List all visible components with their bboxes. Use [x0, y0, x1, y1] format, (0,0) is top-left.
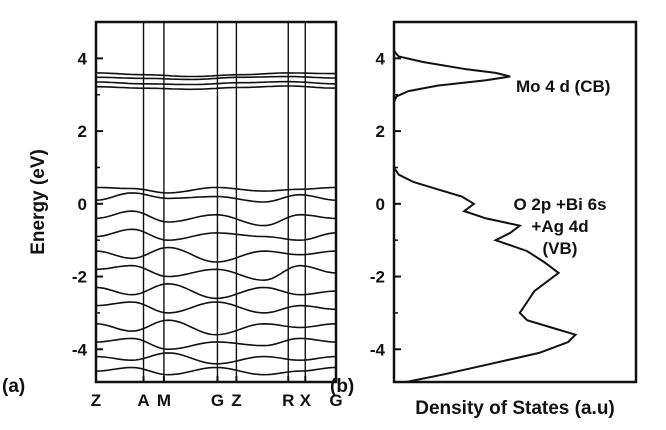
band-line: [95, 366, 337, 376]
band-line: [95, 192, 337, 203]
y-tick-label: 2: [78, 122, 87, 141]
band-line: [96, 186, 336, 194]
dos-curve: [393, 22, 578, 383]
k-point-label: G: [211, 391, 224, 410]
band-line: [95, 264, 337, 282]
band-lines: [95, 72, 337, 376]
k-point-label: G: [329, 391, 342, 410]
dos-plot-frame: [392, 20, 638, 384]
band-line: [95, 228, 337, 242]
band-structure-plot-frame: [94, 20, 338, 384]
band-structure-y-ticks: -4 -2 0 2 4: [72, 21, 103, 359]
y-tick-label: -2: [72, 268, 87, 287]
dos-panel: -4 -2 0 2 4 Density of States (a.u) (b) Mo 4…: [330, 20, 638, 419]
annotation-valence-band-line2: +Ag 4d: [531, 217, 588, 236]
band-line: [96, 75, 336, 81]
y-tick-label: -4: [370, 340, 386, 359]
band-line: [95, 210, 337, 227]
band-line: [96, 72, 336, 78]
band-line: [95, 282, 337, 300]
band-line: [95, 319, 337, 336]
dos-x-axis-label: Density of States (a.u): [415, 398, 615, 419]
band-line: [95, 301, 337, 314]
k-point-label: X: [300, 391, 312, 410]
panel-label-a: (a): [2, 376, 25, 397]
annotation-valence-band-line1: O 2p +Bi 6s: [513, 195, 606, 214]
y-tick-label: 4: [78, 49, 88, 68]
band-line: [95, 85, 337, 91]
y-tick-label: -4: [72, 340, 88, 359]
panel-label-b: (b): [330, 376, 354, 397]
k-point-label: M: [157, 391, 171, 410]
band-line: [95, 337, 337, 351]
band-line: [96, 80, 336, 86]
y-tick-label: 0: [376, 195, 385, 214]
k-point-label: Z: [231, 391, 241, 410]
annotation-conduction-band: Mo 4 d (CB): [516, 77, 610, 96]
band-line: [95, 352, 337, 365]
band-line: [95, 246, 337, 263]
dos-y-ticks: -4 -2 0 2 4: [370, 21, 401, 359]
y-tick-label: -2: [370, 268, 385, 287]
k-point-label: Z: [91, 391, 101, 410]
y-tick-label: 4: [376, 49, 386, 68]
annotation-valence-band-line3: (VB): [543, 239, 578, 258]
k-point-label: R: [282, 391, 294, 410]
high-symmetry-lines: [142, 22, 306, 382]
band-structure-y-axis-label: Energy (eV): [28, 149, 49, 255]
y-tick-label: 2: [376, 122, 385, 141]
k-point-label: A: [137, 391, 149, 410]
y-tick-label: 0: [78, 195, 87, 214]
